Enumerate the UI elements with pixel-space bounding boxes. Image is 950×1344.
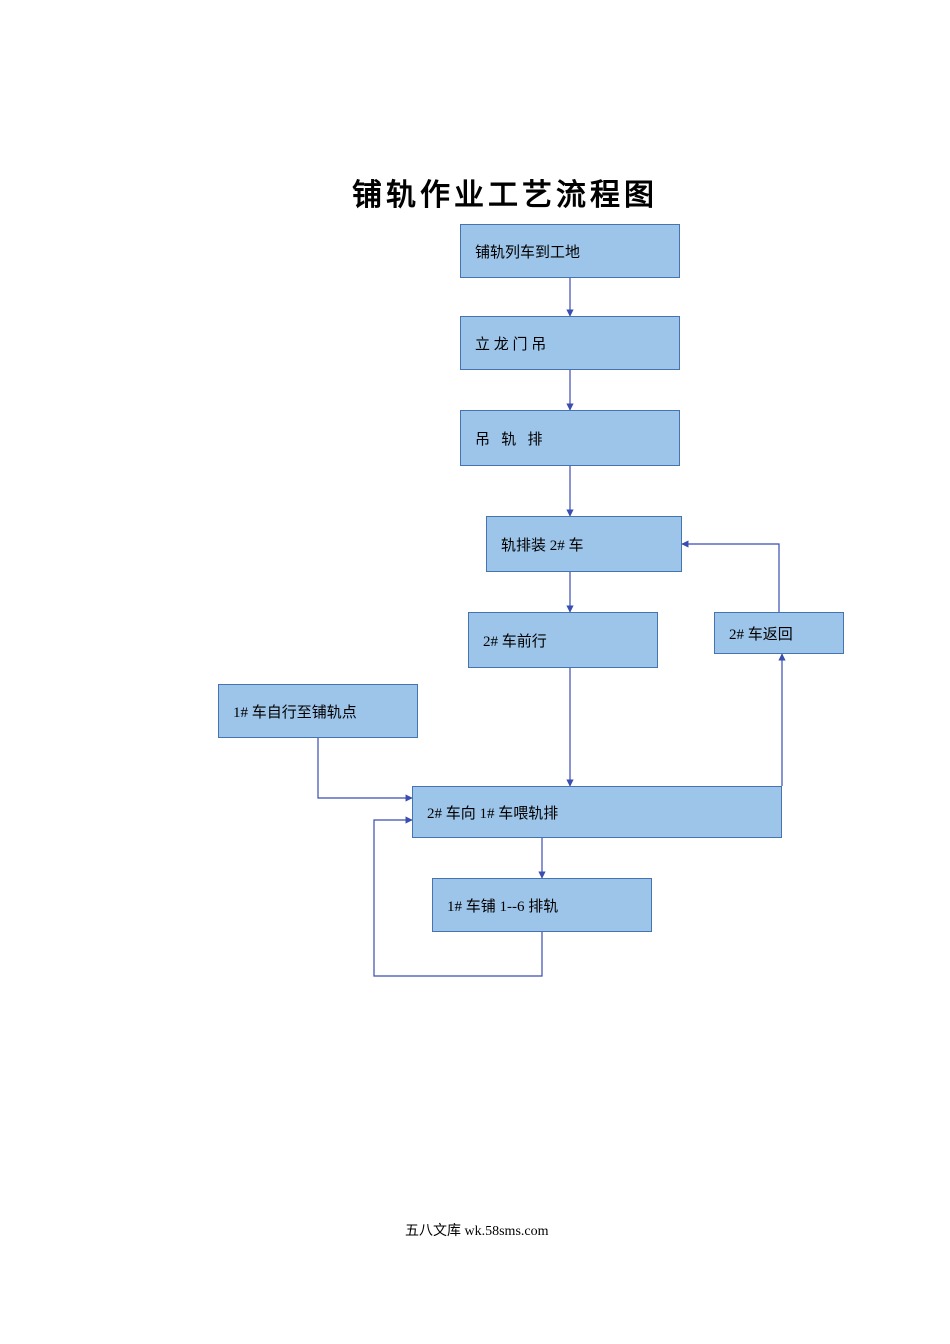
flow-node-n2: 立 龙 门 吊 bbox=[460, 316, 680, 370]
flow-node-n1: 铺轨列车到工地 bbox=[460, 224, 680, 278]
flow-node-n3: 吊 轨 排 bbox=[460, 410, 680, 466]
flow-node-label: 2# 车向 1# 车喂轨排 bbox=[427, 802, 558, 823]
flowchart-canvas: 铺轨作业工艺流程图 五八文库 wk.58sms.com 铺轨列车到工地立 龙 门… bbox=[0, 0, 950, 1344]
flow-node-nR: 2# 车返回 bbox=[714, 612, 844, 654]
flow-node-label: 1# 车自行至铺轨点 bbox=[233, 701, 357, 722]
flow-node-label: 轨排装 2# 车 bbox=[501, 534, 584, 555]
footer-text: 五八文库 wk.58sms.com bbox=[405, 1220, 549, 1240]
flow-node-nL: 1# 车自行至铺轨点 bbox=[218, 684, 418, 738]
flow-node-label: 1# 车铺 1--6 排轨 bbox=[447, 895, 558, 916]
flow-node-label: 2# 车返回 bbox=[729, 623, 793, 644]
flow-node-label: 2# 车前行 bbox=[483, 630, 547, 651]
flow-node-n5: 2# 车前行 bbox=[468, 612, 658, 668]
flow-edge-eR_to4 bbox=[682, 544, 779, 612]
flow-node-n7: 1# 车铺 1--6 排轨 bbox=[432, 878, 652, 932]
flow-node-label: 吊 轨 排 bbox=[475, 428, 543, 449]
flow-node-label: 立 龙 门 吊 bbox=[475, 333, 546, 354]
flow-node-label: 铺轨列车到工地 bbox=[475, 241, 580, 262]
flow-node-n6: 2# 车向 1# 车喂轨排 bbox=[412, 786, 782, 838]
flow-node-n4: 轨排装 2# 车 bbox=[486, 516, 682, 572]
diagram-title: 铺轨作业工艺流程图 bbox=[352, 170, 658, 214]
flow-edge-eL bbox=[318, 738, 412, 798]
